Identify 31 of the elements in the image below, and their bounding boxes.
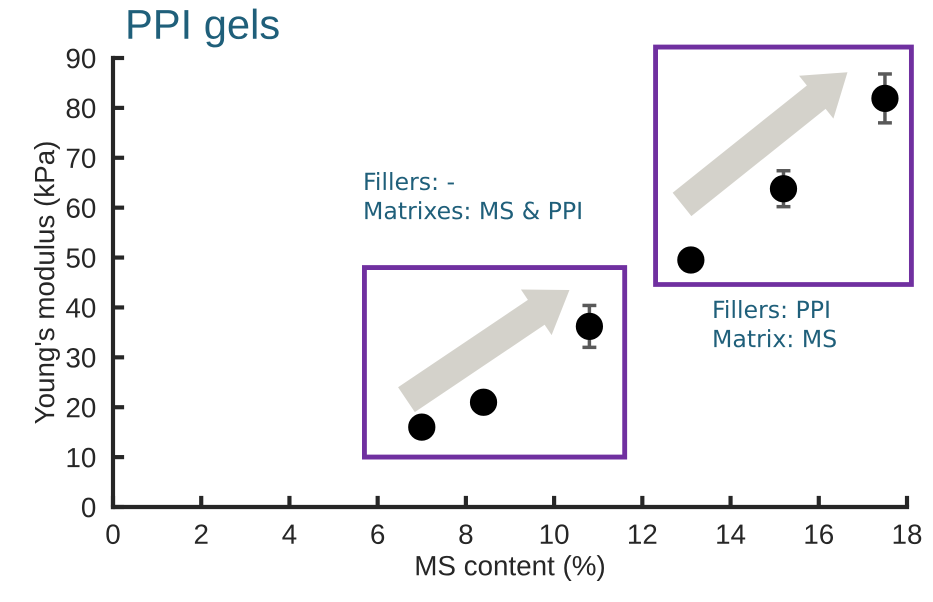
x-tick-label: 18 — [894, 524, 922, 544]
y-tick-label: 60 — [66, 198, 96, 218]
point — [770, 175, 798, 202]
x-tick-label: 2 — [194, 524, 208, 544]
point — [470, 388, 498, 416]
x-tick-label: 4 — [282, 524, 296, 544]
annotation: Fillers: PPI Matrix: MS — [714, 300, 836, 348]
y-tick-label: 20 — [66, 398, 96, 418]
y-tick-label: 10 — [68, 448, 96, 468]
x-tick-label: 12 — [629, 524, 656, 544]
y-tick-label: 30 — [66, 348, 96, 368]
x-tick-label: 6 — [371, 524, 384, 544]
x-tick-label: 14 — [717, 524, 746, 544]
point — [871, 84, 899, 112]
point — [408, 414, 436, 441]
y-tick-label: 40 — [66, 298, 96, 318]
annotation: Fillers: - Matrixes: MS & PPI — [365, 172, 581, 220]
x-axis-title: MS content (%) — [416, 555, 604, 581]
x-tick-label: 10 — [540, 524, 568, 544]
x-tick-label: 16 — [805, 524, 834, 544]
y-tick-label: 50 — [66, 248, 96, 268]
y-tick-label: 0 — [82, 498, 96, 518]
y-tick-label: 90 — [66, 48, 96, 68]
chart-title: PPI gels — [128, 8, 279, 48]
x-tick-label: 8 — [459, 524, 472, 544]
y-tick-label: 80 — [66, 98, 96, 118]
y-axis-title: Young's modulus (kPa) — [34, 142, 60, 424]
point — [677, 246, 704, 274]
x-tick-label: 0 — [106, 524, 120, 544]
y-tick-label: 70 — [66, 148, 96, 168]
point — [576, 312, 604, 340]
